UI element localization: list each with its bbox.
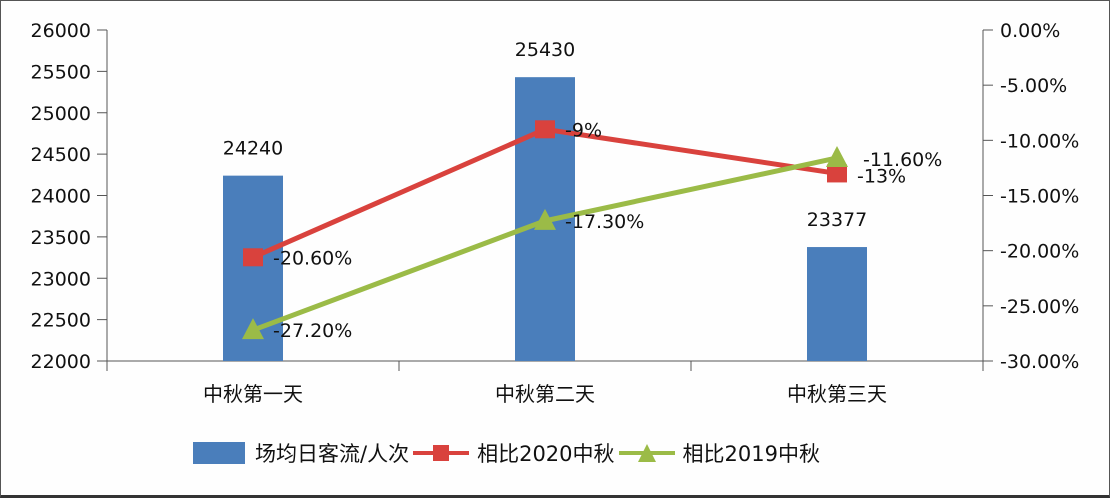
legend-bar-swatch-icon [193,442,245,464]
line-value-label: -27.20% [273,320,352,342]
right-tick-label: -10.00% [1000,130,1079,152]
left-tick-label: 25500 [31,61,91,83]
square-marker-icon [243,248,263,267]
line-value-label: -13% [857,165,906,187]
left-tick-label: 24000 [31,186,91,208]
bar-value-label: 23377 [807,209,867,231]
square-marker-icon [535,120,555,139]
line-series [242,120,848,340]
square-marker-icon [827,164,847,183]
left-tick-label: 26000 [31,20,91,42]
left-tick-label: 24500 [31,144,91,166]
legend-triangle-marker-icon [618,442,675,464]
left-y-axis: 26000 25500 25000 24500 24000 23500 23000 22500… [31,20,108,373]
legend-item-daily-traffic: 场均日客流/人次 [193,438,409,468]
legend-label: 相比2019中秋 [682,442,820,466]
bar-value-label: 24240 [223,138,283,160]
legend-item-vs-2020: 相比2020中秋 [413,438,615,468]
line-value-label: -17.30% [565,211,644,233]
left-tick-label: 25000 [31,103,91,125]
bar-value-label: 25430 [515,39,575,61]
triangle-marker-icon [242,318,264,340]
right-tick-label: -25.00% [1000,296,1079,318]
x-axis: 中秋第一天 中秋第二天 中秋第三天 [97,360,983,406]
legend-item-vs-2019: 相比2019中秋 [618,438,820,468]
right-tick-label: -30.00% [1000,351,1079,373]
left-tick-label: 23500 [31,227,91,249]
right-tick-label: -5.00% [1000,75,1067,97]
line-value-label: -9% [565,119,602,141]
triangle-marker-icon [534,208,556,230]
right-y-axis: 0.00% -5.00% -10.00% -15.00% -20.00% -25.00% -… [982,20,1079,373]
data-labels: 24240 25430 23377 -20.60% -9% -13% -27.20% -17.… [223,39,943,342]
left-tick-label: 22500 [31,310,91,332]
bar [807,247,867,361]
right-tick-label: -20.00% [1000,241,1079,263]
line-value-label: -11.60% [863,149,942,171]
right-tick-label: 0.00% [1000,20,1060,42]
legend-label: 相比2020中秋 [477,442,615,466]
left-tick-label: 22000 [31,351,91,373]
category-label: 中秋第三天 [787,382,887,406]
triangle-marker-icon [826,145,848,167]
legend-label: 场均日客流/人次 [255,442,410,466]
category-label: 中秋第一天 [203,382,303,406]
legend-square-marker-icon [413,442,470,464]
right-tick-label: -15.00% [1000,186,1079,208]
line-value-label: -20.60% [273,247,352,269]
left-tick-label: 23000 [31,268,91,290]
legend: 场均日客流/人次 相比2020中秋 相比2019中秋 [193,438,824,468]
category-label: 中秋第二天 [495,382,595,406]
